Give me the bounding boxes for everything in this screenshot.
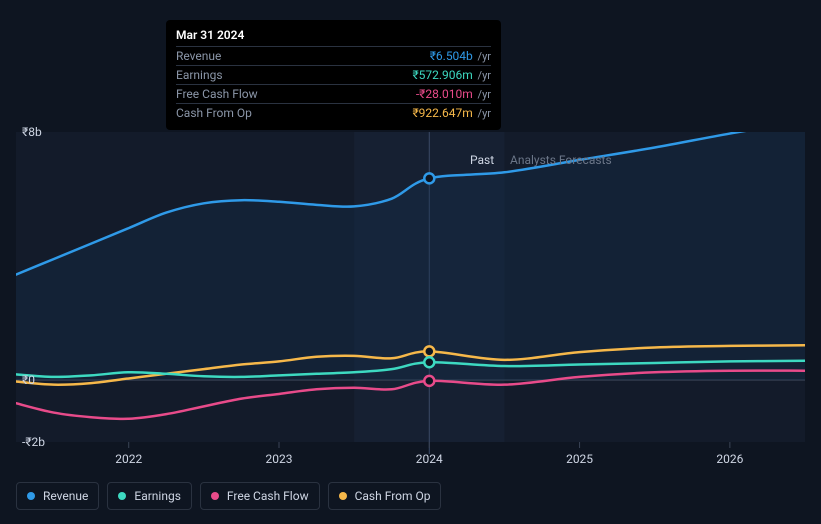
legend-item[interactable]: Cash From Op (328, 482, 442, 510)
x-axis-tick-label: 2023 (266, 452, 293, 466)
x-axis-tick-label: 2022 (115, 452, 142, 466)
legend-item[interactable]: Free Cash Flow (200, 482, 320, 510)
series-marker (424, 376, 434, 386)
legend-dot-icon (27, 492, 35, 500)
tooltip-metric-value: ₹6.504b /yr (430, 49, 491, 63)
legend-label: Free Cash Flow (227, 489, 309, 503)
tooltip-metric-value: ₹572.906m /yr (412, 68, 491, 82)
x-axis-tick-label: 2026 (716, 452, 743, 466)
chart-legend: Revenue Earnings Free Cash Flow Cash From O… (16, 482, 441, 510)
section-label-forecast: Analysts Forecasts (510, 153, 612, 167)
y-axis-tick-label: -₹2b (22, 435, 45, 449)
x-axis-tick-label: 2025 (566, 452, 593, 466)
tooltip-metric-label: Cash From Op (176, 106, 252, 120)
tooltip-row: Cash From Op ₹922.647m /yr (176, 103, 491, 122)
legend-dot-icon (211, 492, 219, 500)
tooltip-row: Revenue ₹6.504b /yr (176, 46, 491, 65)
tooltip-metric-label: Free Cash Flow (176, 87, 258, 101)
chart-tooltip: Mar 31 2024 Revenue ₹6.504b /yr Earnings ₹5… (166, 20, 501, 130)
legend-label: Cash From Op (355, 489, 431, 503)
legend-dot-icon (339, 492, 347, 500)
legend-label: Revenue (43, 489, 88, 503)
section-label-past: Past (470, 153, 494, 167)
chart-container (16, 132, 805, 472)
tooltip-rows: Revenue ₹6.504b /yr Earnings ₹572.906m /yr F… (176, 46, 491, 122)
chart-svg (16, 132, 805, 472)
series-marker (424, 346, 434, 356)
x-axis-tick-label: 2024 (416, 452, 443, 466)
series-marker (424, 357, 434, 367)
tooltip-row: Free Cash Flow -₹28.010m /yr (176, 84, 491, 103)
series-marker (424, 173, 434, 183)
y-axis-tick-label: ₹8b (22, 125, 42, 139)
legend-label: Earnings (134, 489, 181, 503)
tooltip-metric-value: ₹922.647m /yr (412, 106, 491, 120)
tooltip-metric-label: Earnings (176, 68, 223, 82)
tooltip-date: Mar 31 2024 (176, 28, 491, 42)
y-axis-tick-label: ₹0 (22, 373, 35, 387)
legend-item[interactable]: Earnings (107, 482, 192, 510)
legend-item[interactable]: Revenue (16, 482, 99, 510)
legend-dot-icon (118, 492, 126, 500)
tooltip-metric-value: -₹28.010m /yr (416, 87, 491, 101)
tooltip-metric-label: Revenue (176, 49, 221, 63)
tooltip-row: Earnings ₹572.906m /yr (176, 65, 491, 84)
